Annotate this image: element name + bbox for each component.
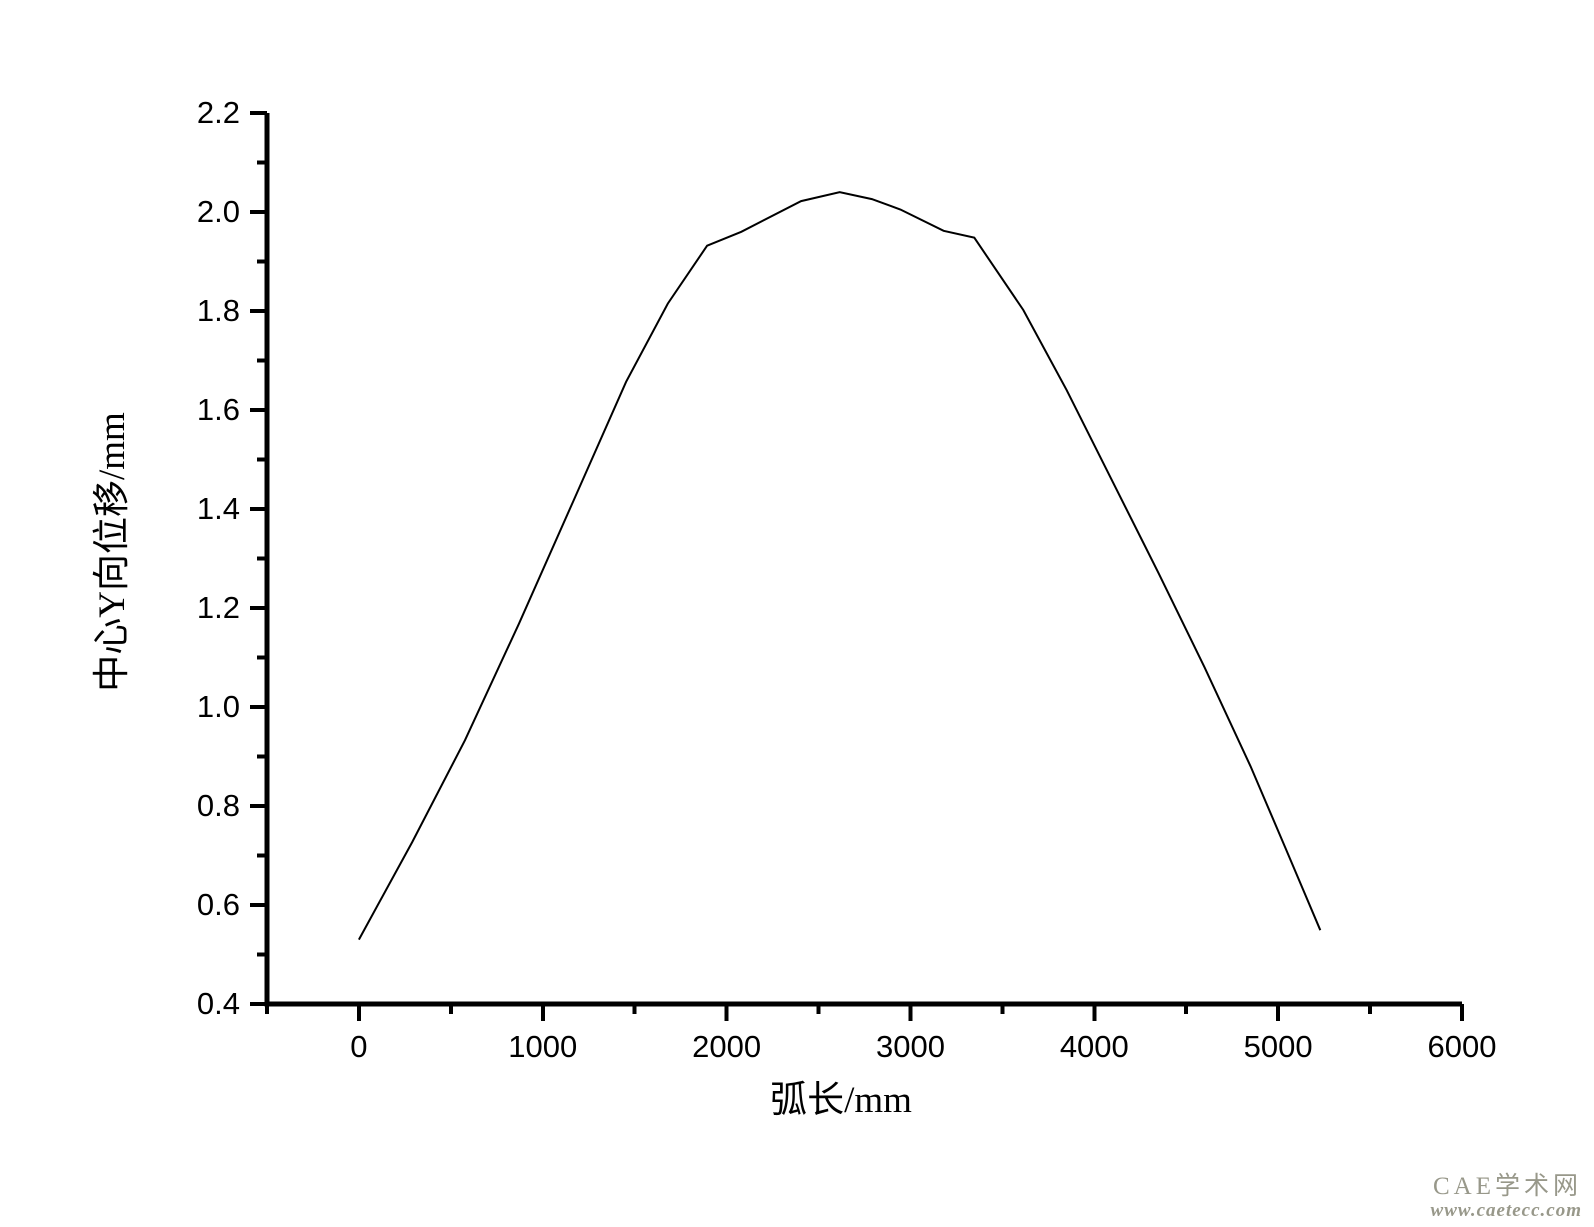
x-tick-label: 0 (350, 1029, 368, 1064)
y-tick-label: 2.2 (196, 95, 240, 130)
y-tick-label: 1.2 (196, 590, 240, 625)
data-curve (358, 191, 1322, 941)
y-tick-label: 0.4 (196, 986, 240, 1021)
watermark-url: www.caetecc.com (1430, 1200, 1582, 1221)
y-tick-label: 1.8 (196, 293, 240, 328)
y-tick-label: 0.8 (196, 788, 240, 823)
y-axis-title: 中心Y向位移/mm (92, 412, 133, 692)
x-axis-title: 弧长/mm (770, 1080, 912, 1121)
y-tick-label: 1.0 (196, 689, 240, 724)
x-tick-label: 2000 (692, 1029, 762, 1064)
watermark: CAE学术网 www.caetecc.com (1431, 1173, 1582, 1221)
x-tick-label: 6000 (1427, 1029, 1497, 1064)
watermark-site-name: CAE学术网 (1432, 1173, 1582, 1200)
x-tick-label: 1000 (508, 1029, 578, 1064)
x-tick-label: 4000 (1059, 1029, 1129, 1064)
x-tick-label: 3000 (875, 1029, 945, 1064)
y-tick-label: 1.4 (196, 491, 240, 526)
axis-frame (264, 113, 1462, 1007)
y-tick-label: 1.6 (196, 392, 240, 427)
x-tick-label: 5000 (1243, 1029, 1313, 1064)
y-tick-label: 2.0 (196, 194, 240, 229)
y-tick-label: 0.6 (196, 887, 240, 922)
